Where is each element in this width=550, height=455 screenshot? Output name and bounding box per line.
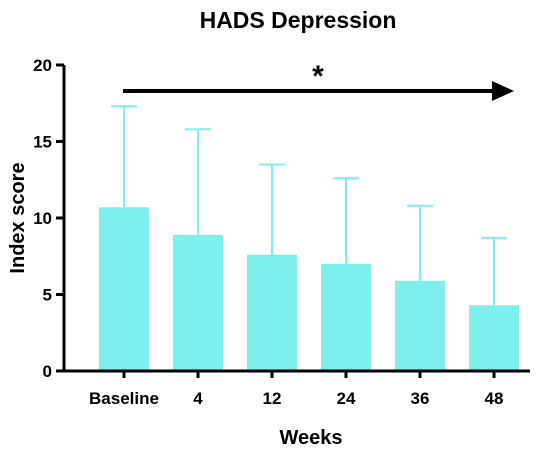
y-tick-label-15: 15 <box>33 133 52 152</box>
x-tick-label-baseline: Baseline <box>89 389 159 408</box>
x-tick-label-48: 48 <box>485 389 504 408</box>
x-tick-label-36: 36 <box>411 389 430 408</box>
x-tick-label-4: 4 <box>193 389 203 408</box>
y-tick-label-5: 5 <box>43 286 52 305</box>
trend-arrow-head <box>492 81 514 101</box>
bar-baseline <box>99 207 149 371</box>
bars-layer <box>99 105 519 371</box>
significance-asterisk: * <box>312 60 324 93</box>
y-tick-label-0: 0 <box>43 362 52 381</box>
bar-36 <box>395 280 445 371</box>
x-tick-label-12: 12 <box>263 389 282 408</box>
y-tick-label-10: 10 <box>33 209 52 228</box>
x-axis-label: Weeks <box>279 427 342 449</box>
bar-12 <box>247 254 297 371</box>
y-tick-label-20: 20 <box>33 56 52 75</box>
chart-title: HADS Depression <box>200 7 397 33</box>
axes-layer <box>56 63 530 378</box>
y-axis-label: Index score <box>7 162 29 273</box>
significance-annotation: * <box>123 60 514 101</box>
x-tick-label-24: 24 <box>337 389 356 408</box>
labels-layer: Baseline 4 12 24 36 48 0 5 10 15 20 <box>33 56 503 408</box>
bar-24 <box>321 263 371 371</box>
bar-4 <box>173 234 223 371</box>
bar-48 <box>469 305 519 371</box>
